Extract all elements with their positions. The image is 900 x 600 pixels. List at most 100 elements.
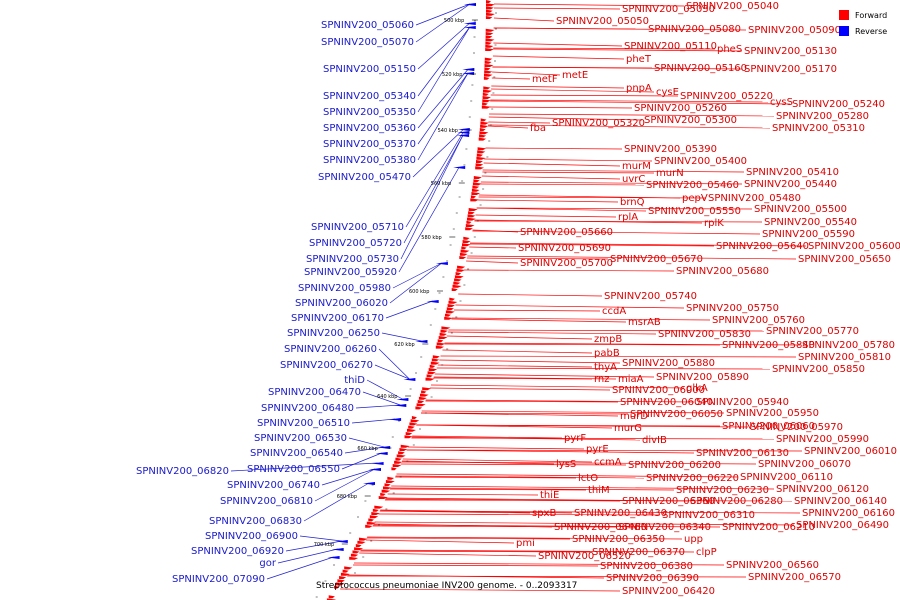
- forward-gene-label[interactable]: SPNINV200_06560: [726, 560, 819, 571]
- forward-gene-label[interactable]: SPNINV200_06490: [796, 520, 889, 531]
- forward-gene-label[interactable]: SPNINV200_05440: [744, 179, 837, 190]
- forward-gene-label[interactable]: zmpB: [594, 334, 622, 345]
- forward-gene-label[interactable]: SPNINV200_06000: [612, 385, 705, 396]
- forward-gene-label[interactable]: rplA: [618, 212, 638, 223]
- forward-gene-label[interactable]: SPNINV200_06310: [662, 510, 755, 521]
- reverse-gene-label[interactable]: gor: [259, 558, 276, 569]
- reverse-gene-label[interactable]: SPNINV200_05470: [318, 172, 411, 183]
- reverse-gene-label[interactable]: SPNINV200_06470: [268, 387, 361, 398]
- forward-gene-label[interactable]: SPNINV200_06160: [802, 508, 895, 519]
- forward-gene-label[interactable]: SPNINV200_06360: [622, 496, 715, 507]
- reverse-gene-label[interactable]: SPNINV200_06530: [254, 433, 347, 444]
- forward-gene-label[interactable]: msrAB: [628, 317, 661, 328]
- forward-gene-label[interactable]: SPNINV200_06120: [776, 484, 869, 495]
- forward-gene-label[interactable]: SPNINV200_05650: [798, 254, 891, 265]
- reverse-gene-label[interactable]: SPNINV200_05350: [323, 107, 416, 118]
- forward-gene-label[interactable]: SPNINV200_05400: [654, 156, 747, 167]
- forward-gene-label[interactable]: SPNINV200_05690: [518, 243, 611, 254]
- forward-gene-label[interactable]: SPNINV200_05590: [762, 229, 855, 240]
- forward-gene-label[interactable]: metF: [532, 74, 558, 85]
- forward-gene-label[interactable]: SPNINV200_06570: [748, 572, 841, 583]
- forward-gene-label[interactable]: SPNINV200_06040: [620, 397, 713, 408]
- forward-gene-label[interactable]: SPNINV200_05970: [750, 422, 843, 433]
- forward-gene-label[interactable]: SPNINV200_05840: [722, 340, 815, 351]
- reverse-gene-label[interactable]: SPNINV200_05360: [323, 123, 416, 134]
- forward-gene-label[interactable]: SPNINV200_05220: [680, 91, 773, 102]
- forward-gene-label[interactable]: SPNINV200_05950: [726, 408, 819, 419]
- forward-gene-label[interactable]: pheS: [717, 44, 742, 55]
- forward-gene-label[interactable]: SPNINV200_06140: [794, 496, 887, 507]
- forward-gene-label[interactable]: lysS: [556, 459, 576, 470]
- forward-gene-label[interactable]: pmi: [516, 538, 535, 549]
- reverse-gene-label[interactable]: SPNINV200_06550: [247, 464, 340, 475]
- forward-gene-label[interactable]: SPNINV200_05660: [520, 227, 613, 238]
- forward-gene-label[interactable]: SPNINV200_06220: [646, 473, 739, 484]
- reverse-gene-label[interactable]: SPNINV200_06540: [250, 448, 343, 459]
- reverse-gene-label[interactable]: SPNINV200_06900: [205, 531, 298, 542]
- forward-gene-label[interactable]: SPNINV200_05990: [776, 434, 869, 445]
- forward-gene-label[interactable]: SPNINV200_05310: [772, 123, 865, 134]
- forward-gene-label[interactable]: SPNINV200_05160: [654, 63, 747, 74]
- reverse-gene-label[interactable]: SPNINV200_06480: [261, 403, 354, 414]
- forward-gene-label[interactable]: rnz: [594, 374, 610, 385]
- forward-gene-label[interactable]: murN: [656, 168, 684, 179]
- forward-gene-label[interactable]: SPNINV200_06070: [758, 459, 851, 470]
- forward-gene-label[interactable]: ccdA: [602, 306, 626, 317]
- forward-gene-label[interactable]: SPNINV200_05240: [792, 99, 885, 110]
- forward-gene-label[interactable]: SPNINV200_05760: [712, 315, 805, 326]
- reverse-gene-label[interactable]: SPNINV200_05070: [321, 37, 414, 48]
- forward-gene-label[interactable]: SPNINV200_05410: [746, 167, 839, 178]
- reverse-gene-label[interactable]: SPNINV200_06270: [280, 360, 373, 371]
- forward-gene-label[interactable]: SPNINV200_06280: [690, 496, 783, 507]
- reverse-gene-label[interactable]: SPNINV200_05980: [298, 283, 391, 294]
- forward-gene-label[interactable]: SPNINV200_06420: [622, 586, 715, 597]
- forward-gene-label[interactable]: SPNINV200_05890: [656, 372, 749, 383]
- reverse-gene-label[interactable]: SPNINV200_06830: [209, 516, 302, 527]
- forward-gene-label[interactable]: SPNINV200_05320: [552, 118, 645, 129]
- forward-gene-label[interactable]: SPNINV200_05390: [624, 144, 717, 155]
- forward-gene-label[interactable]: SPNINV200_05770: [766, 326, 859, 337]
- forward-gene-label[interactable]: SPNINV200_05670: [610, 254, 703, 265]
- forward-gene-label[interactable]: SPNINV200_06520: [538, 551, 631, 562]
- forward-gene-label[interactable]: rplK: [704, 218, 724, 229]
- forward-gene-label[interactable]: SPNINV200_06060: [722, 421, 815, 432]
- forward-gene-label[interactable]: SPNINV200_05170: [744, 64, 837, 75]
- forward-gene-label[interactable]: SPNINV200_05500: [754, 204, 847, 215]
- forward-gene-label[interactable]: SPNINV200_05280: [776, 111, 869, 122]
- forward-gene-label[interactable]: SPNINV200_05110: [624, 41, 717, 52]
- forward-gene-label[interactable]: lctO: [578, 473, 598, 484]
- forward-gene-label[interactable]: cysS: [770, 97, 793, 108]
- reverse-gene-label[interactable]: SPNINV200_05380: [323, 155, 416, 166]
- forward-gene-label[interactable]: SPNINV200_06350: [572, 534, 665, 545]
- forward-gene-label[interactable]: SPNINV200_06390: [606, 573, 699, 584]
- forward-gene-label[interactable]: SPNINV200_06430: [574, 508, 667, 519]
- reverse-gene-label[interactable]: SPNINV200_05340: [323, 91, 416, 102]
- forward-gene-label[interactable]: SPNINV200_06010: [804, 446, 897, 457]
- forward-gene-label[interactable]: SPNINV200_05780: [802, 340, 895, 351]
- reverse-gene-label[interactable]: SPNINV200_06740: [227, 480, 320, 491]
- forward-gene-label[interactable]: pheT: [626, 54, 652, 65]
- forward-gene-label[interactable]: SPNINV200_05600: [808, 241, 900, 252]
- reverse-gene-label[interactable]: SPNINV200_05060: [321, 20, 414, 31]
- forward-gene-label[interactable]: SPNINV200_05940: [696, 397, 789, 408]
- forward-gene-label[interactable]: SPNINV200_05460: [646, 180, 739, 191]
- forward-gene-label[interactable]: spxB: [532, 508, 556, 519]
- forward-gene-label[interactable]: SPNINV200_05480: [708, 193, 801, 204]
- forward-gene-label[interactable]: metE: [562, 70, 588, 81]
- forward-gene-label[interactable]: SPNINV200_06210: [722, 522, 815, 533]
- reverse-gene-label[interactable]: thiD: [344, 375, 365, 386]
- forward-gene-label[interactable]: fba: [530, 123, 546, 134]
- forward-gene-label[interactable]: SPNINV200_06050: [630, 409, 723, 420]
- reverse-gene-label[interactable]: SPNINV200_05730: [306, 254, 399, 265]
- forward-gene-label[interactable]: SPNINV200_05080: [648, 24, 741, 35]
- reverse-gene-label[interactable]: SPNINV200_05370: [323, 139, 416, 150]
- forward-gene-label[interactable]: SPNINV200_05740: [604, 291, 697, 302]
- reverse-gene-label[interactable]: SPNINV200_05920: [304, 267, 397, 278]
- forward-gene-label[interactable]: SPNINV200_05260: [634, 103, 727, 114]
- forward-gene-label[interactable]: SPNINV200_06130: [696, 448, 789, 459]
- reverse-gene-label[interactable]: SPNINV200_05720: [309, 238, 402, 249]
- forward-gene-label[interactable]: ccmA: [594, 457, 622, 468]
- forward-gene-label[interactable]: glkA: [686, 383, 708, 394]
- forward-gene-label[interactable]: SPNINV200_05750: [686, 303, 779, 314]
- forward-gene-label[interactable]: SPNINV200_05550: [648, 206, 741, 217]
